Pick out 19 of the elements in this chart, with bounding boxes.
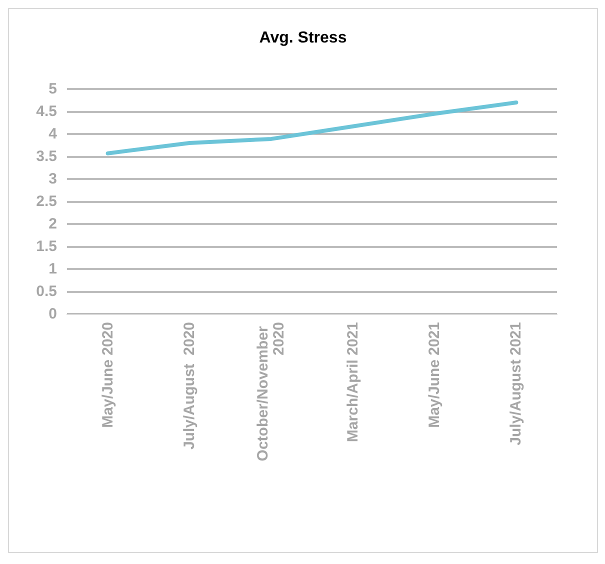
y-tick-label: 4 — [48, 126, 58, 142]
y-tick-label: 2 — [48, 216, 57, 232]
line-series — [106, 100, 518, 156]
y-tick-label: 0.5 — [36, 283, 57, 300]
y-tick-label: 0 — [48, 306, 57, 322]
x-tick-label: July/August 2020 — [181, 322, 198, 450]
y-tick-label: 3.5 — [36, 148, 57, 165]
y-tick-label: 4.5 — [36, 103, 57, 120]
y-tick-label: 1.5 — [36, 238, 57, 255]
chart-title: Avg. Stress — [259, 30, 347, 46]
y-tick-label: 1 — [48, 260, 57, 278]
x-tick-label: May/June 2020 — [99, 322, 116, 428]
y-tick-label: 3 — [48, 170, 57, 188]
x-tick-label: March/April 2021 — [344, 322, 362, 442]
x-tick-label: July/August 2021 — [508, 322, 525, 446]
y-tick-label: 2.5 — [36, 193, 57, 210]
x-tick-label: May/June 2021 — [426, 322, 443, 428]
x-tick-label: October/November 2020 — [254, 322, 288, 462]
y-tick-label: 5 — [48, 80, 57, 98]
